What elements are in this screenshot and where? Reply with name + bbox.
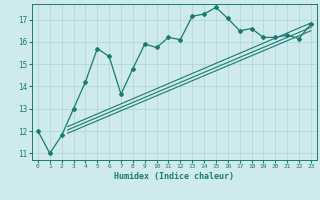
X-axis label: Humidex (Indice chaleur): Humidex (Indice chaleur) xyxy=(115,172,234,181)
